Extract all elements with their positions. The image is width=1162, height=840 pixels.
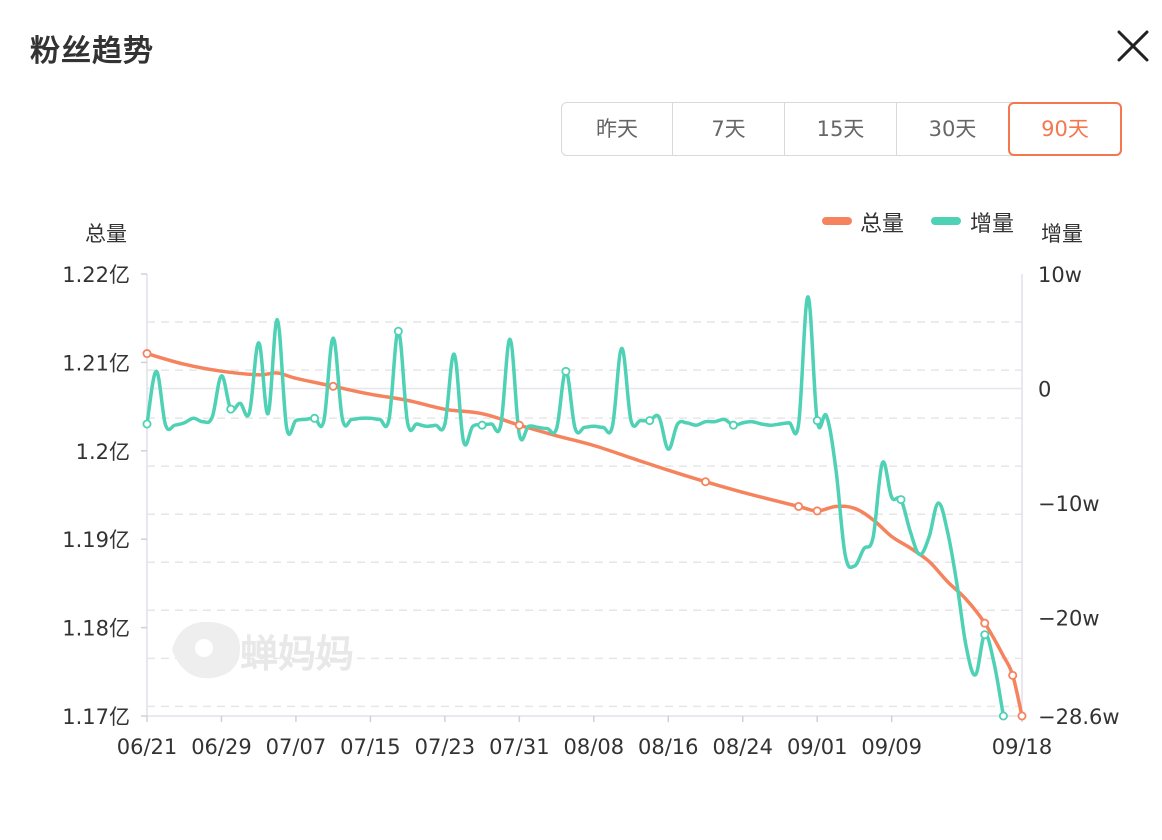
data-point-increment xyxy=(645,416,655,426)
series-line-increment xyxy=(145,295,1006,718)
left-tick-label: 1.21亿 xyxy=(62,351,130,375)
data-point-increment xyxy=(728,420,738,430)
data-point-increment xyxy=(998,711,1008,721)
series-line-total xyxy=(145,351,1024,718)
x-tick-label: 09/01 xyxy=(787,735,848,759)
data-point-increment xyxy=(812,416,822,426)
data-point-increment xyxy=(226,404,236,414)
data-point-total xyxy=(142,349,152,359)
right-axis-title: 增量 xyxy=(1041,222,1083,246)
grid-lines xyxy=(147,321,1022,708)
left-axis-title: 总量 xyxy=(85,222,127,246)
x-tick-label: 06/21 xyxy=(117,735,178,759)
left-tick-label: 1.17亿 xyxy=(62,705,130,729)
data-point-total xyxy=(1017,711,1027,721)
x-tick-label: 09/18 xyxy=(992,735,1053,759)
data-point-total xyxy=(328,381,338,391)
left-tick-label: 1.19亿 xyxy=(62,528,130,552)
range-tab-yesterday[interactable]: 昨天 xyxy=(596,117,638,141)
data-point-total xyxy=(701,477,711,487)
right-tick-label: 0 xyxy=(1038,378,1051,402)
data-point-increment xyxy=(896,495,906,505)
data-point-total xyxy=(794,501,804,511)
x-tick-label: 08/16 xyxy=(638,735,699,759)
x-tick-label: 06/29 xyxy=(191,735,252,759)
data-point-increment xyxy=(561,366,571,376)
time-range-selector: 昨天 7天 15天 30天 90天 xyxy=(561,102,1122,156)
left-tick-label: 1.18亿 xyxy=(62,617,130,641)
chanmama-logo-icon xyxy=(172,621,240,679)
right-tick-label: 10w xyxy=(1038,263,1082,287)
legend-swatch-total xyxy=(822,217,852,225)
range-tab-30-days[interactable]: 30天 xyxy=(896,103,1008,155)
panel-title: 粉丝趋势 xyxy=(30,34,154,69)
legend-swatch-increment xyxy=(931,217,961,225)
data-point-increment xyxy=(142,419,152,429)
x-tick-label: 07/31 xyxy=(489,735,550,759)
close-icon[interactable] xyxy=(1114,26,1154,66)
range-tab-7-days[interactable]: 7天 xyxy=(672,103,784,155)
x-tick-label: 07/23 xyxy=(415,735,476,759)
data-point-total xyxy=(980,618,990,628)
right-tick-label: −10w xyxy=(1038,492,1100,516)
data-point-increment xyxy=(310,413,320,423)
data-point-increment xyxy=(980,630,990,640)
watermark: 蝉妈妈 xyxy=(172,621,354,679)
data-point-total xyxy=(1008,670,1018,680)
legend: 总量 增量 xyxy=(822,212,1014,237)
x-tick-label: 08/08 xyxy=(564,735,625,759)
right-tick-label: −20w xyxy=(1038,607,1100,631)
right-tick-label: −28.6w xyxy=(1038,705,1120,729)
data-point-total xyxy=(812,506,822,516)
left-tick-label: 1.2亿 xyxy=(76,440,130,464)
legend-label-increment: 增量 xyxy=(970,212,1014,237)
x-tick-label: 08/24 xyxy=(712,735,773,759)
range-tab-15-days[interactable]: 15天 xyxy=(784,103,896,155)
left-tick-label: 1.22亿 xyxy=(62,263,130,287)
data-point-increment xyxy=(393,326,403,336)
x-tick-label: 07/15 xyxy=(340,735,401,759)
data-point-increment xyxy=(477,420,487,430)
data-point-total xyxy=(514,420,524,430)
x-tick-label: 09/09 xyxy=(861,735,922,759)
legend-label-total: 总量 xyxy=(860,212,904,237)
range-tab-90-days[interactable]: 90天 xyxy=(1008,102,1122,156)
watermark-text: 蝉妈妈 xyxy=(240,632,354,676)
x-tick-label: 07/07 xyxy=(266,735,327,759)
